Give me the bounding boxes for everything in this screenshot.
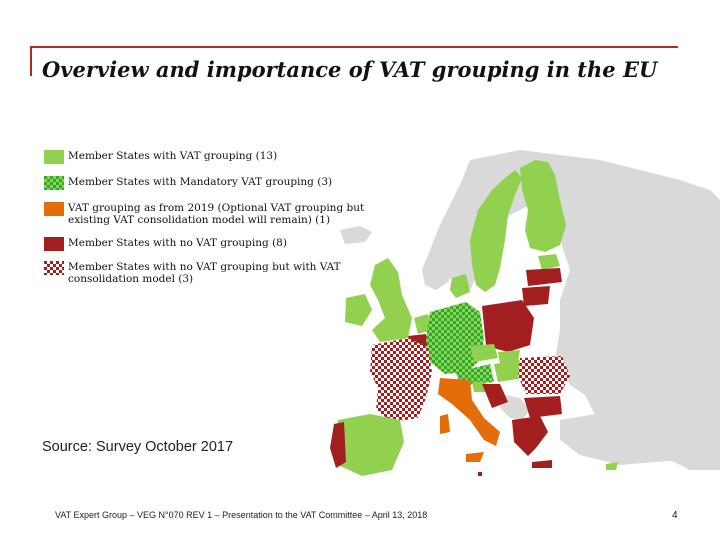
legend-item: Member States with no VAT grouping but w… <box>44 261 368 285</box>
legend-label: Member States with no VAT grouping but w… <box>68 261 341 285</box>
legend-label: Member States with no VAT grouping (8) <box>68 237 287 249</box>
legend-item: VAT grouping as from 2019 (Optional VAT … <box>44 202 368 226</box>
title-accent-line <box>30 46 678 48</box>
estonia <box>538 254 560 270</box>
spain <box>334 414 404 476</box>
legend-label: Member States with VAT grouping (13) <box>68 150 278 162</box>
footer-text: VAT Expert Group – VEG N°070 REV 1 – Pre… <box>55 510 428 520</box>
denmark <box>450 274 470 298</box>
legend-swatch <box>44 202 64 216</box>
legend-item: Member States with VAT grouping (13) <box>44 150 368 164</box>
croatia <box>482 384 508 408</box>
legend-swatch <box>44 176 64 190</box>
norway-land <box>422 160 505 290</box>
greece <box>512 416 548 456</box>
page-title: Overview and importance of VAT grouping … <box>42 57 658 82</box>
poland <box>482 300 534 352</box>
portugal <box>330 422 346 468</box>
legend-item: Member States with no VAT grouping (8) <box>44 237 368 251</box>
bulgaria <box>524 396 562 418</box>
latvia <box>526 268 562 286</box>
non-eu-land <box>440 150 720 470</box>
legend-swatch <box>44 237 64 251</box>
sweden <box>470 170 522 292</box>
iceland-land <box>340 226 372 244</box>
legend-label: VAT grouping as from 2019 (Optional VAT … <box>68 202 365 226</box>
italy <box>438 378 500 446</box>
romania <box>518 356 570 394</box>
france <box>370 338 432 422</box>
lithuania <box>522 286 550 306</box>
legend-item: Member States with Mandatory VAT groupin… <box>44 176 368 190</box>
title-accent-bracket <box>30 46 32 76</box>
legend-swatch <box>44 150 64 164</box>
crete <box>532 460 552 468</box>
ireland <box>345 294 372 326</box>
legend-label: Member States with Mandatory VAT groupin… <box>68 176 333 188</box>
sicily <box>466 452 484 462</box>
malta <box>478 472 482 476</box>
germany <box>426 302 484 374</box>
hungary <box>494 360 524 382</box>
slovakia <box>498 350 520 364</box>
czech-republic <box>470 344 498 362</box>
source-note: Source: Survey October 2017 <box>42 439 234 455</box>
netherlands <box>414 314 432 334</box>
united-kingdom <box>370 258 412 342</box>
page-number: 4 <box>672 510 678 521</box>
sardinia <box>440 414 450 434</box>
finland <box>520 160 566 252</box>
turkey-land <box>560 410 700 465</box>
cyprus <box>606 462 618 470</box>
legend-swatch <box>44 261 64 275</box>
